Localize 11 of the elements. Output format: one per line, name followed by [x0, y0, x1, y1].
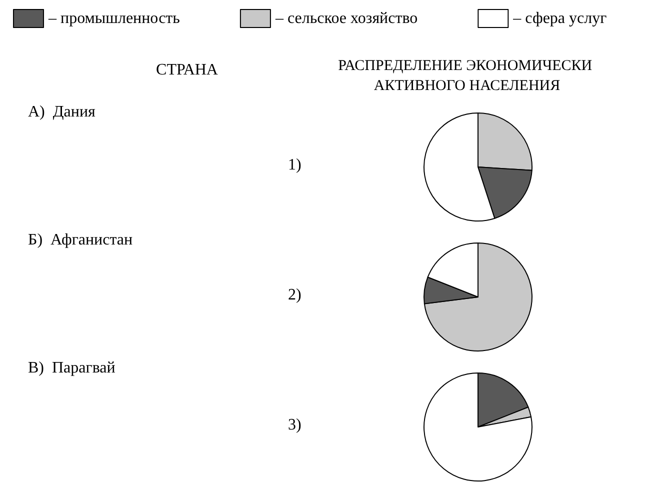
text: 2) [288, 286, 302, 304]
text: СТРАНА [156, 62, 218, 78]
text: В) Парагвай [28, 360, 116, 376]
legend-label: – сельское хозяйство [274, 10, 418, 27]
text: РАСПРЕДЕЛЕНИЕ ЭКОНОМИЧЕСКИ АКТИВНОГО НАСЕЛЕНИЯ [338, 58, 596, 94]
legend-label: – сфера услуг [512, 10, 608, 27]
text: А) Дания [28, 104, 96, 120]
legend-label: – промышленность [48, 10, 180, 27]
text: 1) [288, 156, 302, 174]
text: 3) [288, 416, 302, 434]
text: Б) Афганистан [28, 232, 134, 248]
